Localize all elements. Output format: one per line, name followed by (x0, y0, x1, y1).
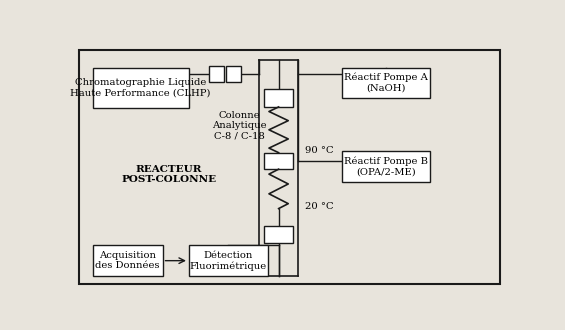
Bar (189, 246, 268, 276)
Bar (264, 89, 293, 107)
Bar (226, 66, 241, 82)
Bar (208, 66, 224, 82)
Text: Détection
Fluorimétrique: Détection Fluorimétrique (190, 251, 267, 271)
Bar (93, 246, 163, 276)
Text: Acquisition
des Données: Acquisition des Données (95, 251, 160, 270)
Bar (264, 226, 293, 243)
Text: Chromatographie Liquide
Haute Performance (CLHP): Chromatographie Liquide Haute Performanc… (71, 78, 211, 98)
Text: Réactif Pompe B
(OPA/2-ME): Réactif Pompe B (OPA/2-ME) (344, 157, 428, 177)
Text: Réactif Pompe A
(NaOH): Réactif Pompe A (NaOH) (344, 73, 428, 93)
Text: 90 °C: 90 °C (305, 146, 333, 155)
Bar (342, 151, 430, 182)
Text: 20 °C: 20 °C (305, 202, 333, 211)
Bar (342, 68, 430, 98)
Text: REACTEUR
POST-COLONNE: REACTEUR POST-COLONNE (121, 165, 217, 184)
Text: Colonne
Analytique
C-8 / C-18: Colonne Analytique C-8 / C-18 (212, 111, 267, 141)
Bar (93, 68, 189, 108)
Bar (264, 153, 293, 169)
